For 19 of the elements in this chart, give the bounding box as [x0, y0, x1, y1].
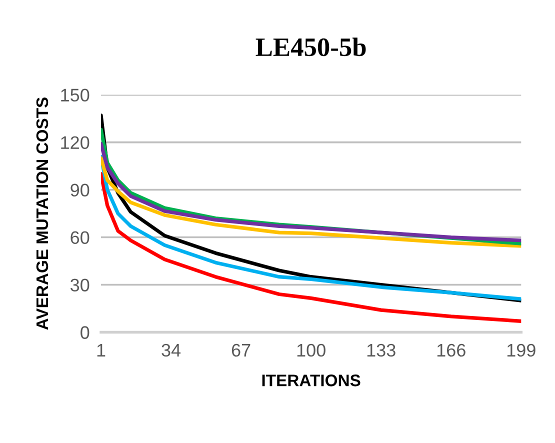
- y-tick-label: 30: [70, 278, 90, 292]
- x-tick-label: 133: [367, 344, 396, 357]
- y-tick-label: 0: [80, 326, 90, 339]
- x-tick-label: 199: [507, 344, 536, 357]
- line-series: [101, 156, 522, 248]
- y-tick-label: 90: [70, 184, 90, 196]
- x-tick-label: 1: [97, 344, 106, 356]
- y-tick-label: 60: [70, 231, 90, 244]
- line-series: [101, 172, 522, 323]
- x-tick-label: 67: [232, 344, 250, 357]
- x-tick-label: 166: [437, 344, 466, 357]
- y-tick-label: 150: [61, 88, 90, 102]
- y-axis-title: AVERAGE MUTATION COSTS: [36, 98, 48, 330]
- chart-title: LE450-5b: [256, 38, 366, 56]
- x-tick-label: 34: [162, 344, 181, 357]
- x-tick-label: 100: [297, 344, 326, 357]
- x-axis-title: ITERATIONS: [262, 374, 360, 386]
- y-tick-label: 120: [61, 136, 90, 150]
- line-series: [101, 154, 522, 301]
